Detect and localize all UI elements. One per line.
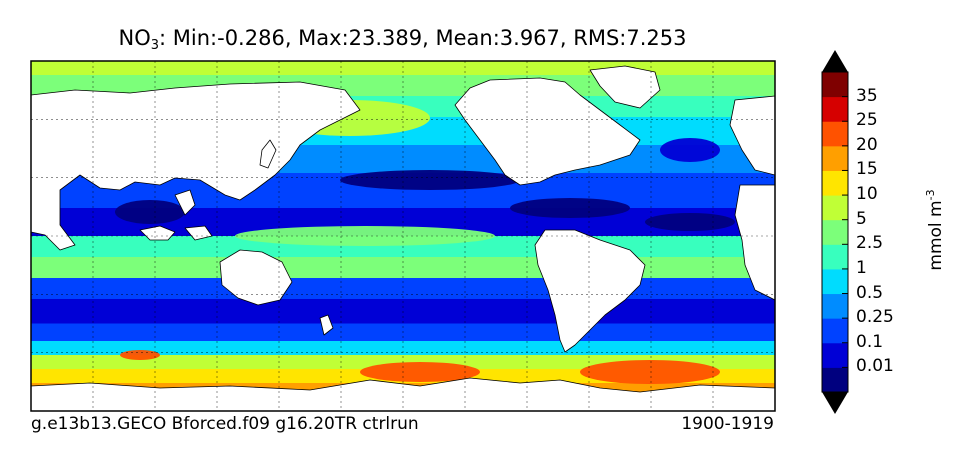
colorbar-segment [822, 195, 848, 221]
landmass [589, 65, 661, 109]
colorbar-segment [822, 367, 848, 393]
period-label: 1900-1919 [681, 414, 774, 434]
chart-title: NO3: Min:-0.286, Max:23.389, Mean:3.967,… [118, 26, 687, 53]
landmass [319, 314, 334, 336]
colorbar-tick-label: 5 [856, 208, 867, 229]
colorbar-segment [822, 96, 848, 122]
colorbar-tick-label: 35 [856, 85, 878, 106]
colorbar-tick-label: 20 [856, 134, 878, 155]
colorbar-tick-label: 25 [856, 110, 878, 131]
concentration-patch [340, 170, 520, 190]
map-gridlines [31, 61, 775, 411]
colorbar-segment [822, 72, 848, 98]
landmass [734, 184, 775, 301]
colorbar-tick-label: 2.5 [856, 233, 884, 254]
colorbar-units: mmol m-3 [924, 189, 946, 271]
colorbar-segment [822, 293, 848, 319]
colorbar-segment [822, 170, 848, 196]
concentration-patch [115, 200, 185, 224]
concentration-patch [645, 213, 735, 231]
colorbar-segment [822, 342, 848, 368]
colorbar-segment [822, 145, 848, 171]
colorbar-extend-max [822, 50, 848, 72]
colorbar-outline [821, 71, 849, 393]
colorbar-tick-label: 10 [856, 184, 878, 205]
colorbar-tick-label: 15 [856, 159, 878, 180]
colorbar-segment [822, 121, 848, 147]
colorbar [821, 50, 849, 414]
concentration-patch [360, 362, 480, 382]
concentration-patch [510, 198, 630, 218]
colorbar-tick-label: 0.1 [856, 331, 884, 352]
colorbar-segment [822, 244, 848, 270]
concentration-patch [235, 226, 495, 246]
colorbar-extend-min [822, 392, 848, 414]
landmass [219, 249, 293, 306]
landmass [259, 139, 277, 169]
ocean-band [31, 61, 775, 76]
concentration-patch [660, 138, 720, 162]
colorbar-tick-label: 0.25 [856, 307, 894, 328]
map-frame [30, 60, 776, 412]
landmass [174, 189, 196, 216]
concentration-patch [120, 350, 160, 360]
landmass [454, 77, 641, 186]
colorbar-tick-label: 0.5 [856, 282, 884, 303]
run-label: g.e13b13.GECO Bforced.f09 g16.20TR ctrlr… [31, 414, 419, 434]
colorbar-tick-label: 0.01 [856, 356, 894, 377]
colorbar-tick-label: 1 [856, 257, 867, 278]
colorbar-segment [822, 219, 848, 245]
colorbar-segment [822, 318, 848, 344]
landmass [534, 229, 646, 353]
landmass [31, 81, 361, 251]
landmass [729, 95, 775, 176]
concentration-patch [580, 360, 720, 384]
colorbar-segment [822, 268, 848, 295]
